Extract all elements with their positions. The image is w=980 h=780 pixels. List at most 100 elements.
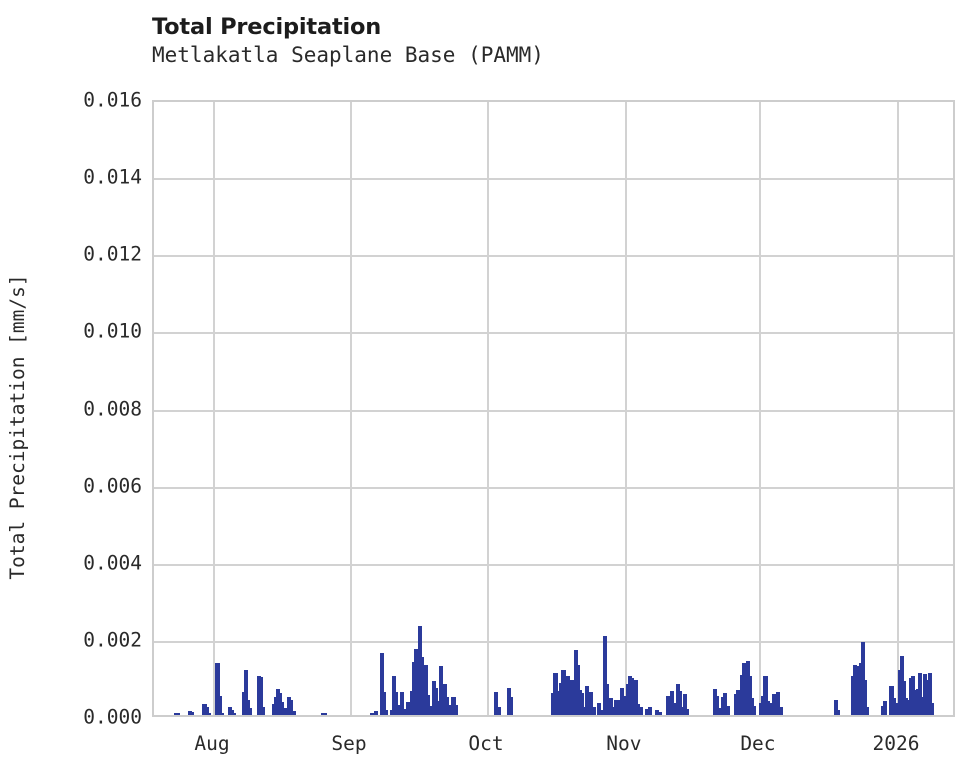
x-tick-label: Nov [606, 732, 642, 755]
gridline-vertical [896, 102, 899, 715]
y-axis-ticks: 0.000 0.002 0.004 0.006 0.008 0.010 0.012 0.014… [0, 0, 152, 780]
bar [599, 710, 604, 715]
y-tick-label: 0.002 [83, 628, 142, 652]
bar [232, 712, 237, 715]
bar [423, 664, 428, 715]
bar [644, 708, 650, 715]
bar [604, 684, 609, 715]
gridline-horizontal [154, 255, 953, 258]
bar [175, 712, 181, 715]
gridline-vertical [758, 102, 761, 715]
bar [219, 712, 224, 715]
gridline-vertical [212, 102, 215, 715]
bar [393, 691, 398, 715]
gridline-vertical [624, 102, 627, 715]
bar [279, 701, 284, 715]
bar [370, 712, 375, 715]
bar [647, 707, 652, 715]
bar [778, 707, 783, 715]
bar [291, 711, 296, 715]
bar [508, 697, 514, 715]
bar [204, 706, 209, 715]
bar [910, 676, 915, 715]
x-tick-label: 2026 [872, 732, 920, 755]
bar [496, 706, 501, 715]
bar [773, 699, 778, 715]
x-tick-label: Sep [331, 732, 367, 755]
gridline-horizontal [154, 178, 953, 181]
bar [913, 690, 918, 715]
gridline-horizontal [154, 486, 953, 489]
bar [610, 707, 615, 715]
plot-area [152, 100, 955, 717]
y-tick-label: 0.004 [83, 551, 142, 575]
bar [575, 664, 581, 715]
bar [678, 691, 683, 715]
bar [617, 699, 622, 715]
bar [633, 679, 638, 715]
bar [635, 704, 640, 715]
y-tick-label: 0.016 [83, 88, 142, 112]
gridline-horizontal [154, 563, 953, 566]
bar [379, 652, 385, 715]
y-tick-label: 0.010 [83, 319, 142, 343]
bar [930, 703, 935, 715]
bar [586, 697, 591, 715]
bar [685, 708, 690, 715]
bar [752, 705, 757, 715]
bar [922, 674, 927, 715]
title-block: Total Precipitation Metlakatla Seaplane … [152, 14, 852, 70]
bar [259, 677, 264, 715]
bar [596, 703, 601, 715]
bar [579, 692, 585, 715]
bar [748, 676, 753, 715]
bar [833, 699, 838, 715]
bar [891, 698, 896, 715]
bar [629, 677, 634, 715]
gridline-vertical [349, 102, 352, 715]
bar [901, 681, 907, 715]
bar [862, 679, 867, 715]
bar [883, 701, 888, 715]
bar [654, 709, 660, 715]
bar [903, 698, 909, 715]
bar [915, 688, 920, 715]
bar [723, 693, 728, 715]
bar [591, 707, 596, 715]
bar [215, 662, 220, 715]
bar [247, 708, 253, 715]
bar [920, 697, 925, 715]
bar [894, 703, 899, 715]
gridline-horizontal [154, 332, 953, 335]
page-title: Total Precipitation [152, 14, 382, 40]
bar [243, 669, 249, 715]
bar [283, 708, 288, 715]
bar [571, 691, 576, 715]
bar [682, 694, 687, 715]
chart-subtitle: Metlakatla Seaplane Base (PAMM) [152, 43, 544, 67]
y-tick-label: 0.008 [83, 397, 142, 420]
bar [725, 705, 730, 715]
bar [906, 699, 911, 715]
y-tick-label: 0.014 [83, 165, 142, 189]
x-tick-label: Dec [740, 732, 776, 755]
bar [608, 698, 613, 715]
bar [453, 704, 458, 715]
bar [925, 680, 930, 715]
bar [448, 704, 453, 715]
bar [373, 711, 378, 715]
x-tick-label: Aug [194, 732, 230, 755]
bar [763, 676, 768, 715]
bar [383, 710, 389, 715]
bar [381, 691, 387, 715]
bar [493, 691, 499, 715]
bar [717, 708, 722, 715]
bar [581, 707, 587, 715]
gridline-horizontal [154, 640, 953, 643]
bar [672, 703, 677, 715]
bar [614, 700, 619, 715]
bar [638, 707, 643, 715]
bar-series [154, 102, 953, 715]
